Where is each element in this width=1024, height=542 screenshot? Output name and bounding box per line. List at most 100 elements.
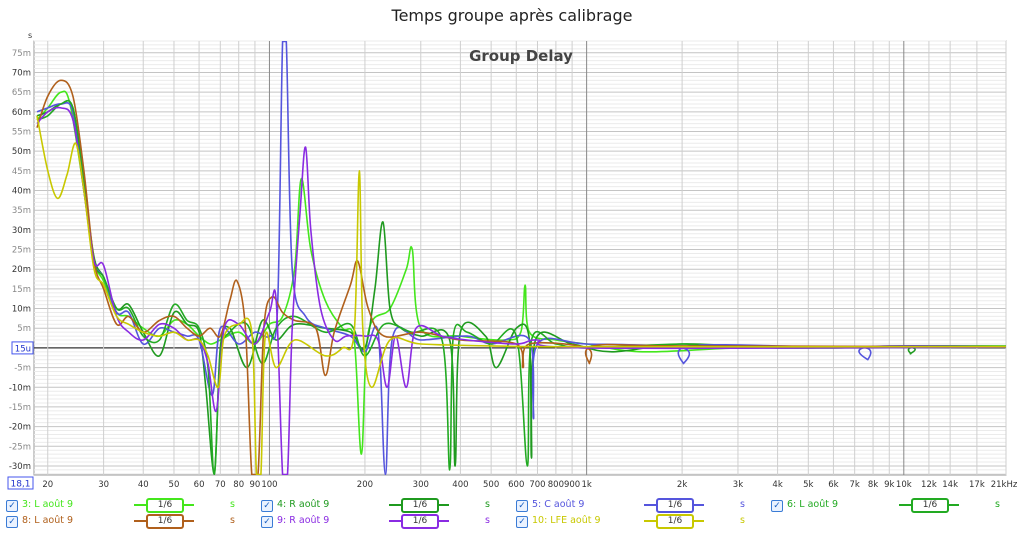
y-tick-label: 10m xyxy=(12,305,31,315)
series-name[interactable]: 3: L août 9 xyxy=(22,499,74,510)
legend-row: ✓ 3: L août 9 1/6 s ✓ 4: R août 9 1/6 s ✓ … xyxy=(0,498,1024,514)
x-tick-label: 2k xyxy=(677,480,687,490)
y-tick-label: 25m xyxy=(12,246,31,256)
x-start-label[interactable]: 18,1 xyxy=(10,480,30,490)
x-start-box[interactable] xyxy=(7,476,34,490)
series-unit: s xyxy=(485,499,490,510)
series-name[interactable]: 9: R août 9 xyxy=(277,515,330,526)
y-tick-label: -10m xyxy=(9,383,31,393)
legend-item: ✓ 9: R août 9 1/6 s xyxy=(261,514,511,530)
series-name[interactable]: 4: R août 9 xyxy=(277,499,330,510)
y-tick-label: 15u xyxy=(15,344,31,354)
y-tick-label: -20m xyxy=(9,423,31,433)
y-tick-label: 65m xyxy=(12,88,31,98)
x-tick-label: 10k xyxy=(896,480,912,490)
plot-area[interactable] xyxy=(33,40,1007,476)
series-line-5 xyxy=(36,79,1006,475)
legend-row: ✓ 8: L août 9 1/6 s ✓ 9: R août 9 1/6 s ✓ … xyxy=(0,514,1024,530)
smoothing-label: 1/6 xyxy=(911,498,949,513)
x-tick-label: 21kHz xyxy=(991,480,1018,490)
y-tick-label: -30m xyxy=(9,462,31,472)
legend-item: ✓ 5: C août 9 1/6 s xyxy=(516,498,766,514)
y-axis: 75m 70m 65m 60m 55m 50m 45m 40m 35m 30m 25m 20m 15m 1… xyxy=(9,49,34,472)
smoothing-selector[interactable]: 1/6 xyxy=(644,514,704,529)
series-name[interactable]: 8: L août 9 xyxy=(22,515,74,526)
smoothing-selector[interactable]: 1/6 xyxy=(899,498,959,513)
series-visibility-checkbox[interactable]: ✓ xyxy=(6,500,18,512)
x-tick-label: 50 xyxy=(169,480,180,490)
series-visibility-checkbox[interactable]: ✓ xyxy=(771,500,783,512)
y-tick-label: 70m xyxy=(12,68,31,78)
series-name[interactable]: 10: LFE août 9 xyxy=(532,515,601,526)
x-tick-label: 90 xyxy=(250,480,261,490)
smoothing-label: 1/6 xyxy=(146,514,184,529)
x-tick-label: 20 xyxy=(42,480,53,490)
y-tick-label: 55m xyxy=(12,127,31,137)
smoothing-label: 1/6 xyxy=(656,498,694,513)
series-unit: s xyxy=(740,515,745,526)
series-layer xyxy=(36,41,1006,475)
smoothing-label: 1/6 xyxy=(401,498,439,513)
x-tick-label: 8k xyxy=(868,480,878,490)
chart-title: Group Delay xyxy=(469,47,573,65)
series-unit: s xyxy=(230,515,235,526)
x-tick-label: 1k xyxy=(581,480,591,490)
y-tick-label: 20m xyxy=(12,265,31,275)
series-visibility-checkbox[interactable]: ✓ xyxy=(261,516,273,528)
x-tick-label: 60 xyxy=(194,480,205,490)
series-line-7 xyxy=(36,115,1006,475)
smoothing-selector[interactable]: 1/6 xyxy=(389,514,449,529)
y-tick-label: 15m xyxy=(12,285,31,295)
smoothing-label: 1/6 xyxy=(401,514,439,529)
y-tick-label: 45m xyxy=(12,167,31,177)
y-tick-label: 60m xyxy=(12,108,31,118)
series-name[interactable]: 6: L août 9 xyxy=(787,499,839,510)
x-tick-label: 600 xyxy=(508,480,524,490)
smoothing-label: 1/6 xyxy=(146,498,184,513)
x-tick-label: 80 xyxy=(233,480,244,490)
x-tick-label: 6k xyxy=(828,480,838,490)
x-tick-label: 12k xyxy=(921,480,937,490)
y-tick-label: 30m xyxy=(12,226,31,236)
x-tick-label: 900 xyxy=(564,480,580,490)
smoothing-selector[interactable]: 1/6 xyxy=(134,498,194,513)
x-tick-label: 300 xyxy=(413,480,429,490)
smoothing-selector[interactable]: 1/6 xyxy=(134,514,194,529)
y-tick-label: -25m xyxy=(9,442,31,452)
series-visibility-checkbox[interactable]: ✓ xyxy=(6,516,18,528)
y-tick-label: 40m xyxy=(12,187,31,197)
smoothing-selector[interactable]: 1/6 xyxy=(389,498,449,513)
series-unit: s xyxy=(230,499,235,510)
series-visibility-checkbox[interactable]: ✓ xyxy=(516,516,528,528)
x-tick-label: 5k xyxy=(803,480,813,490)
smoothing-label: 1/6 xyxy=(656,514,694,529)
x-tick-label: 500 xyxy=(483,480,499,490)
group-delay-chart: Group Delay s 75m 70m 65m 60m 55m 50m 45m 40m 35… xyxy=(7,31,1018,490)
series-visibility-checkbox[interactable]: ✓ xyxy=(516,500,528,512)
y-tick-label: -15m xyxy=(9,403,31,413)
x-tick-label: 70 xyxy=(215,480,226,490)
x-tick-label: 17k xyxy=(969,480,985,490)
series-line-6 xyxy=(36,106,1006,475)
x-tick-label: 14k xyxy=(942,480,958,490)
series-name[interactable]: 5: C août 9 xyxy=(532,499,585,510)
series-visibility-checkbox[interactable]: ✓ xyxy=(261,500,273,512)
y-tick-label: 75m xyxy=(12,49,31,59)
legend-item: ✓ 10: LFE août 9 1/6 s xyxy=(516,514,766,530)
x-tick-label: 30 xyxy=(98,480,109,490)
legend-item: ✓ 4: R août 9 1/6 s xyxy=(261,498,511,514)
x-tick-label: 800 xyxy=(548,480,564,490)
x-tick-label: 40 xyxy=(138,480,149,490)
y-tick-label: -5m xyxy=(14,364,31,374)
x-tick-label: 3k xyxy=(733,480,743,490)
x-tick-label: 9k xyxy=(884,480,894,490)
y-tick-label: 5m xyxy=(17,324,31,334)
x-tick-label: 400 xyxy=(452,480,468,490)
window-title: Temps groupe après calibrage xyxy=(391,6,633,25)
y-tick-label: 50m xyxy=(12,147,31,157)
x-tick-label: 4k xyxy=(772,480,782,490)
smoothing-selector[interactable]: 1/6 xyxy=(644,498,704,513)
grid xyxy=(34,40,1007,475)
legend-item: ✓ 6: L août 9 1/6 s xyxy=(771,498,1021,514)
x-tick-label: 700 xyxy=(529,480,545,490)
